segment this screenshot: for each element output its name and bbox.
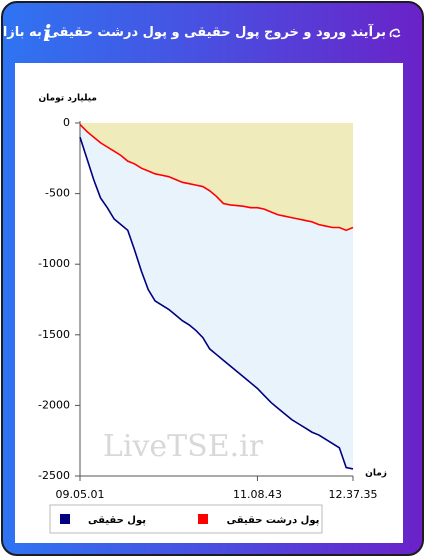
link-icon[interactable] — [388, 26, 402, 40]
y-tick-label: 0 — [63, 116, 70, 129]
legend-swatch — [60, 514, 70, 524]
chart: 0 -500 -1000 -1500 -2000 -2500 09.05.01 11.08.4… — [38, 94, 387, 534]
x-tick-label: 11.08.43 — [233, 488, 282, 501]
header: i برآیند ورود و خروج پول حقیقی و پول درش… — [3, 17, 422, 53]
legend-swatch — [198, 514, 208, 524]
title: برآیند ورود و خروج پول حقیقی و پول درشت … — [1, 25, 386, 40]
legend-label: پول درشت حقیقی — [227, 515, 320, 526]
panel: 0 -500 -1000 -1500 -2000 -2500 09.05.01 11.08.4… — [15, 63, 403, 543]
y-tick-label: -2000 — [38, 398, 70, 411]
y-axis-label: میلیارد تومان — [38, 94, 97, 104]
legend-box — [49, 504, 323, 534]
y-tick-label: -500 — [45, 187, 70, 200]
y-tick-label: -1500 — [38, 328, 70, 341]
x-tick-label: 12.37.35 — [329, 488, 378, 501]
info-icon[interactable]: i — [43, 21, 52, 47]
area-fill — [80, 124, 353, 469]
area-fill — [80, 123, 353, 231]
watermark: LiveTSE.ir — [103, 429, 264, 464]
x-axis-label: زمان — [365, 469, 387, 479]
line — [79, 136, 354, 470]
y-tick-label: -1000 — [38, 257, 70, 270]
legend-label: پول حقیقی — [88, 515, 146, 526]
y-tick-label: -2500 — [38, 469, 70, 482]
x-tick-label: 09.05.01 — [56, 488, 105, 501]
line — [79, 123, 354, 232]
